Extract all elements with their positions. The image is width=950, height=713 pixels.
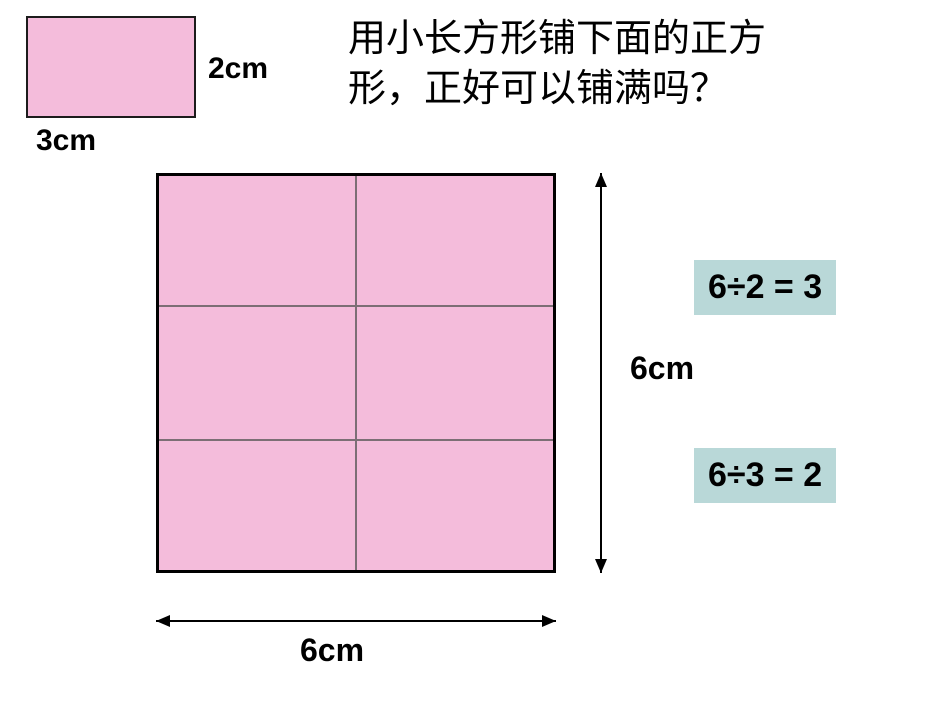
question-line-2: 形，正好可以铺满吗？ bbox=[348, 64, 766, 114]
question-line-1: 用小长方形铺下面的正方 bbox=[348, 14, 766, 64]
small-rectangle bbox=[26, 16, 196, 118]
big-square-height-label: 6cm bbox=[630, 350, 694, 387]
dim-line-bottom bbox=[156, 620, 556, 622]
arrow-down-icon bbox=[595, 559, 607, 573]
arrow-right-icon bbox=[542, 615, 556, 627]
arrow-up-icon bbox=[595, 173, 607, 187]
big-square-width-label: 6cm bbox=[300, 632, 364, 669]
question-text: 用小长方形铺下面的正方 形，正好可以铺满吗？ bbox=[348, 14, 766, 114]
arrow-left-icon bbox=[156, 615, 170, 627]
equation-box-1: 6÷2 = 3 bbox=[694, 260, 836, 315]
equation-box-2: 6÷3 = 2 bbox=[694, 448, 836, 503]
dim-line-right bbox=[600, 173, 602, 573]
small-rect-height-label: 2cm bbox=[208, 52, 268, 86]
big-square bbox=[156, 173, 556, 573]
small-rect-width-label: 3cm bbox=[36, 124, 96, 158]
